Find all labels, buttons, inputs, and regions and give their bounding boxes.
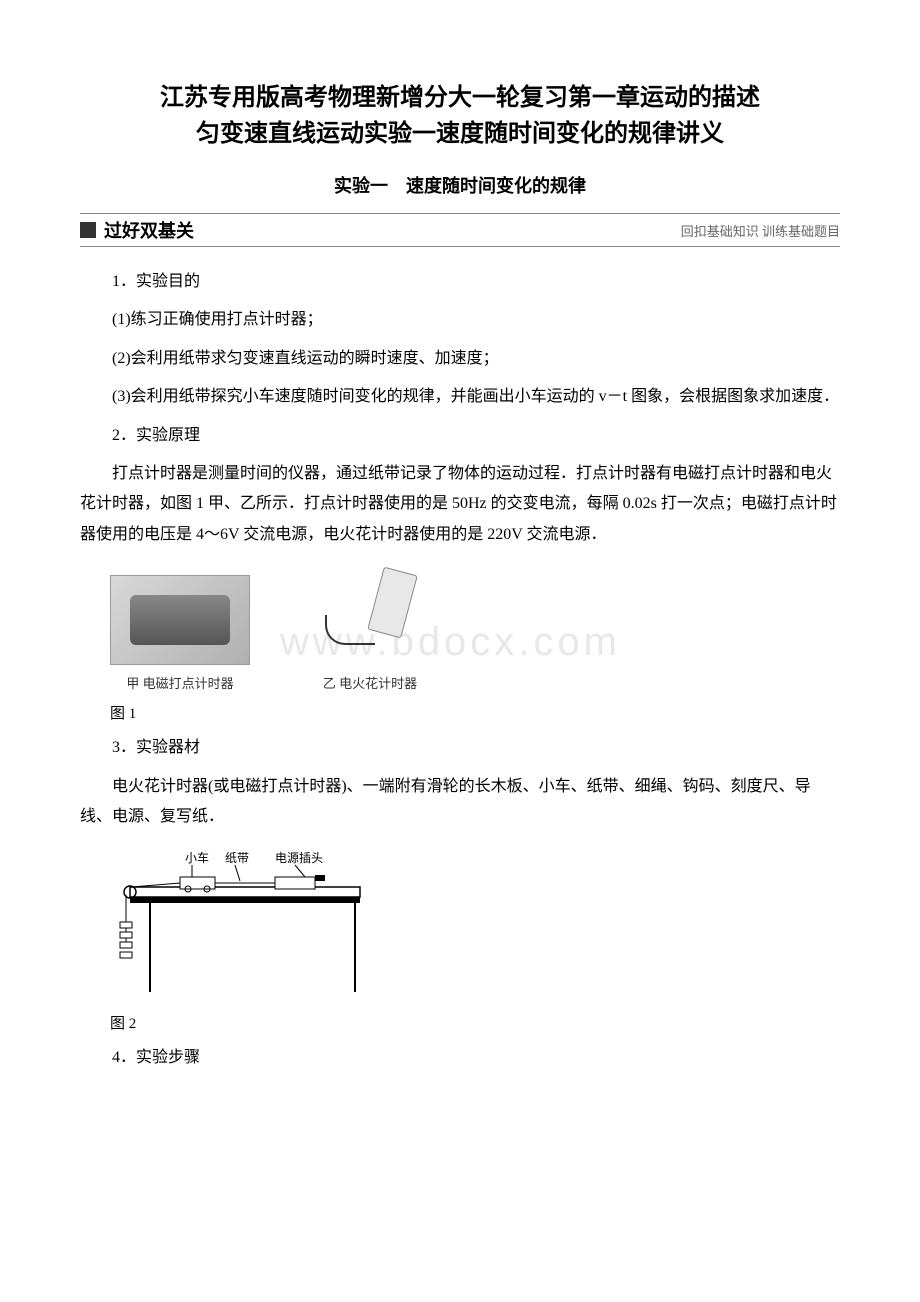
device-body-shape: [130, 595, 230, 645]
figure-2-diagram: 小车 纸带 电源插头: [110, 847, 840, 1002]
figure-1-row: 甲 电磁打点计时器 乙 电火花计时器: [110, 565, 840, 692]
track-setup-svg: 小车 纸带 电源插头: [110, 847, 390, 997]
section-banner-right: 回扣基础知识 训练基础题目: [681, 221, 840, 240]
annot-plug: 电源插头: [275, 851, 323, 865]
section-banner-left: 过好双基关: [80, 217, 194, 243]
title-line1: 江苏专用版高考物理新增分大一轮复习第一章运动的描述: [160, 85, 760, 111]
electromagnetic-timer-photo: [110, 575, 250, 665]
section-banner: 过好双基关 回扣基础知识 训练基础题目: [80, 213, 840, 247]
figure-1a: 甲 电磁打点计时器: [110, 575, 250, 692]
purpose-item-1: (1)练习正确使用打点计时器；: [80, 305, 840, 335]
heading-principle: 2．实验原理: [80, 421, 840, 451]
principle-text: 打点计时器是测量时间的仪器，通过纸带记录了物体的运动过程．打点计时器有电磁打点计…: [80, 459, 840, 550]
apparatus-text: 电火花计时器(或电磁打点计时器)、一端附有滑轮的长木板、小车、纸带、细绳、钩码、…: [80, 772, 840, 833]
figure-1-label: 图 1: [80, 702, 840, 723]
annot-tape: 纸带: [225, 851, 249, 865]
purpose-item-2: (2)会利用纸带求匀变速直线运动的瞬时速度、加速度；: [80, 344, 840, 374]
title-line2: 匀变速直线运动实验一速度随时间变化的规律讲义: [196, 121, 724, 147]
figure-1a-caption: 甲 电磁打点计时器: [110, 673, 250, 692]
spark-wire-shape: [325, 615, 375, 645]
spark-timer-photo: [310, 565, 430, 665]
document-title: 江苏专用版高考物理新增分大一轮复习第一章运动的描述 匀变速直线运动实验一速度随时…: [80, 80, 840, 152]
experiment-subtitle: 实验一 速度随时间变化的规律: [80, 172, 840, 198]
annot-car: 小车: [185, 850, 209, 865]
heading-procedure: 4．实验步骤: [80, 1043, 840, 1073]
figure-2-label: 图 2: [80, 1012, 840, 1033]
figure-1b-caption: 乙 电火花计时器: [310, 673, 430, 692]
heading-purpose: 1．实验目的: [80, 267, 840, 297]
purpose-item-3: (3)会利用纸带探究小车速度随时间变化的规律，并能画出小车运动的 v－t 图象，…: [80, 382, 840, 412]
section-banner-title: 过好双基关: [104, 217, 194, 243]
flag-icon: [80, 222, 96, 238]
figure-1b: 乙 电火花计时器: [310, 565, 430, 692]
heading-apparatus: 3．实验器材: [80, 733, 840, 763]
